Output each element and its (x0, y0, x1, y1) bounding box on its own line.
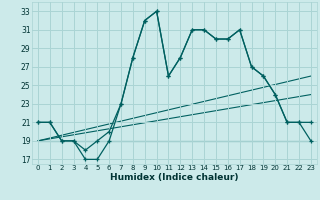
X-axis label: Humidex (Indice chaleur): Humidex (Indice chaleur) (110, 173, 239, 182)
